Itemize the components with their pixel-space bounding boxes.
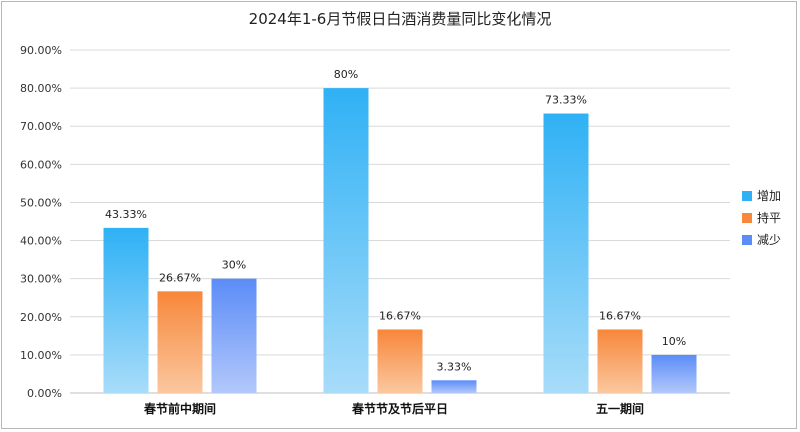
y-tick-label: 90.00%: [20, 44, 62, 57]
y-tick-label: 0.00%: [27, 387, 62, 400]
bar: [651, 354, 697, 393]
bar: [323, 88, 369, 393]
data-label: 26.67%: [159, 271, 201, 284]
y-tick-label: 50.00%: [20, 196, 62, 209]
legend-swatch: [742, 213, 752, 223]
legend-swatch: [742, 235, 752, 245]
bar: [377, 329, 423, 393]
x-category-label: 春节节及节后平日: [351, 401, 448, 416]
data-label: 3.33%: [437, 360, 472, 373]
legend-swatch: [742, 191, 752, 201]
y-tick-label: 10.00%: [20, 349, 62, 362]
grid-lines: [70, 49, 730, 394]
y-tick-label: 40.00%: [20, 235, 62, 248]
legend-label: 持平: [757, 210, 781, 225]
y-axis: 0.00% 10.00% 20.00% 30.00% 40.00% 50.00% 60.00…: [20, 44, 62, 400]
data-labels: 43.33% 26.67% 30% 80% 16.67% 3.33% 73.33% 16.67…: [105, 68, 686, 373]
data-label: 16.67%: [379, 309, 421, 322]
data-label: 73.33%: [545, 94, 587, 107]
x-category-label: 五一期间: [596, 401, 644, 416]
bar: [431, 380, 477, 393]
legend-label: 减少: [757, 233, 781, 247]
legend-label: 增加: [757, 189, 781, 203]
bar: [597, 329, 643, 393]
y-tick-label: 30.00%: [20, 273, 62, 286]
bar: [211, 278, 257, 393]
x-category-label: 春节前中期间: [143, 401, 216, 416]
data-label: 10%: [662, 335, 686, 348]
bars: [103, 88, 697, 393]
bar: [103, 227, 149, 393]
x-axis: 春节前中期间 春节节及节后平日 五一期间: [143, 401, 644, 416]
bar: [157, 291, 203, 393]
y-tick-label: 80.00%: [20, 82, 62, 95]
data-label: 80%: [334, 68, 358, 81]
y-tick-label: 20.00%: [20, 311, 62, 324]
y-tick-label: 60.00%: [20, 158, 62, 171]
data-label: 43.33%: [105, 208, 147, 221]
bar: [543, 113, 589, 393]
data-label: 16.67%: [599, 309, 641, 322]
data-label: 30%: [222, 259, 246, 272]
y-tick-label: 70.00%: [20, 120, 62, 133]
chart-title: 2024年1-6月节假日白酒消费量同比变化情况: [248, 10, 552, 28]
